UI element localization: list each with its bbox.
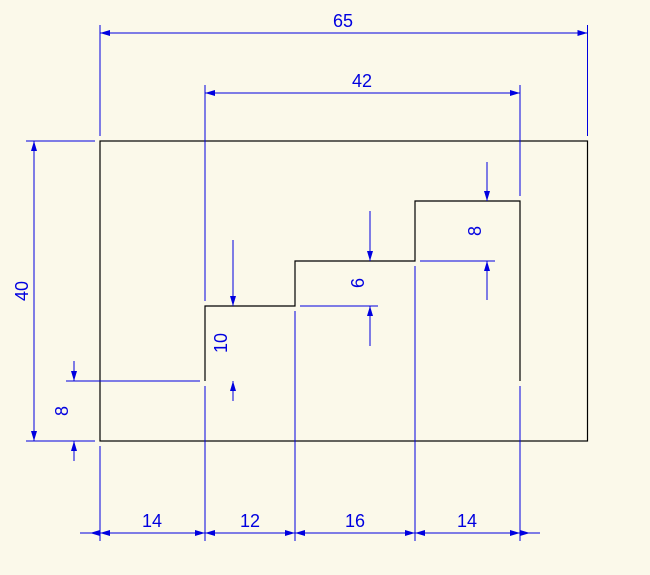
dim-text-14r: 14 xyxy=(457,511,477,531)
dim-text-40: 40 xyxy=(12,281,32,301)
dim-text-6: 6 xyxy=(348,278,368,288)
drawing-canvas: 65 42 40 8 10 6 8 14 12 16 14 xyxy=(0,0,650,575)
dim-text-12: 12 xyxy=(240,511,260,531)
dim-text-14l: 14 xyxy=(142,511,162,531)
dim-text-42: 42 xyxy=(352,71,372,91)
outer-rect xyxy=(100,141,588,441)
dim-text-8l: 8 xyxy=(52,406,72,416)
dim-text-10: 10 xyxy=(211,333,231,353)
dim-text-65: 65 xyxy=(333,11,353,31)
dim-text-8r: 8 xyxy=(465,226,485,236)
dim-text-16: 16 xyxy=(345,511,365,531)
drawing-svg: 65 42 40 8 10 6 8 14 12 16 14 xyxy=(0,0,650,575)
